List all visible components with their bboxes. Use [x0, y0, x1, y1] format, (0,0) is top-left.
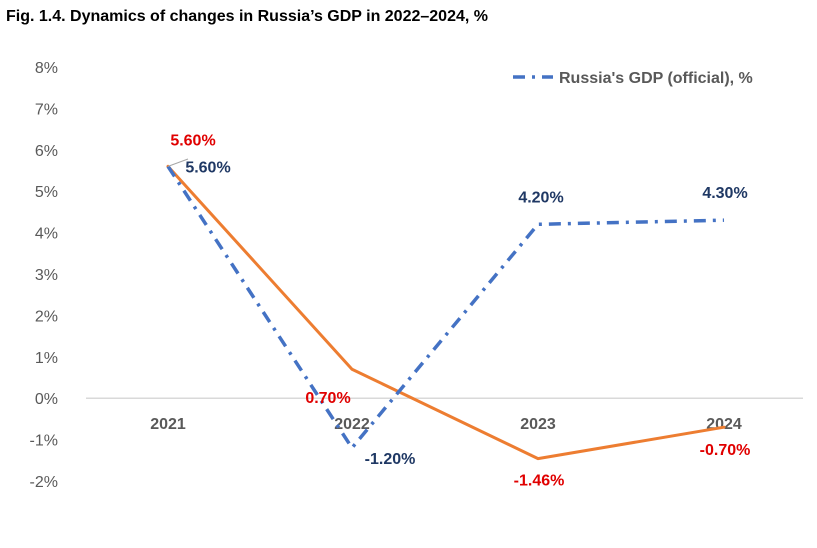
x-category-label: 2023	[520, 416, 556, 433]
y-tick-label: 7%	[35, 101, 58, 118]
y-tick-label: 4%	[35, 226, 58, 243]
data-label-alternative: -1.46%	[514, 473, 565, 490]
series-line-official	[166, 165, 725, 451]
x-axis-categories: 2021 2022 2023 2024	[150, 416, 742, 433]
y-axis-ticks: -2% -1% 0% 1% 2% 3% 4% 5% 6% 7% 8%	[30, 60, 58, 491]
legend: Russia's GDP (official), %	[513, 70, 753, 87]
y-tick-label: 5%	[35, 184, 58, 201]
y-tick-label: 1%	[35, 350, 58, 367]
y-tick-label: 0%	[35, 391, 58, 408]
data-label-official: 4.20%	[518, 189, 563, 206]
data-label-official: 5.60%	[185, 159, 230, 176]
leader-line	[167, 158, 189, 167]
y-tick-label: -2%	[30, 474, 58, 491]
data-label-official: -1.20%	[365, 451, 416, 468]
y-tick-label: -1%	[30, 433, 58, 450]
y-tick-label: 8%	[35, 60, 58, 77]
data-label-alternative: -0.70%	[700, 442, 751, 459]
x-category-label: 2021	[150, 416, 186, 433]
legend-label-official: Russia's GDP (official), %	[559, 70, 753, 87]
y-tick-label: 6%	[35, 143, 58, 160]
series-line-alternative	[166, 164, 726, 461]
data-label-official: 4.30%	[702, 185, 747, 202]
x-category-label: 2022	[334, 416, 370, 433]
label-leader-lines	[167, 158, 189, 167]
y-tick-label: 2%	[35, 308, 58, 325]
series-lines	[166, 164, 726, 461]
data-labels: 5.60% -1.20% 4.20% 4.30% 5.60% 0.70% -1.46% -0.…	[170, 132, 750, 489]
data-label-alternative: 0.70%	[305, 390, 350, 407]
chart-title: Fig. 1.4. Dynamics of changes in Russia’…	[6, 8, 488, 25]
y-tick-label: 3%	[35, 267, 58, 284]
data-label-alternative: 5.60%	[170, 132, 215, 149]
